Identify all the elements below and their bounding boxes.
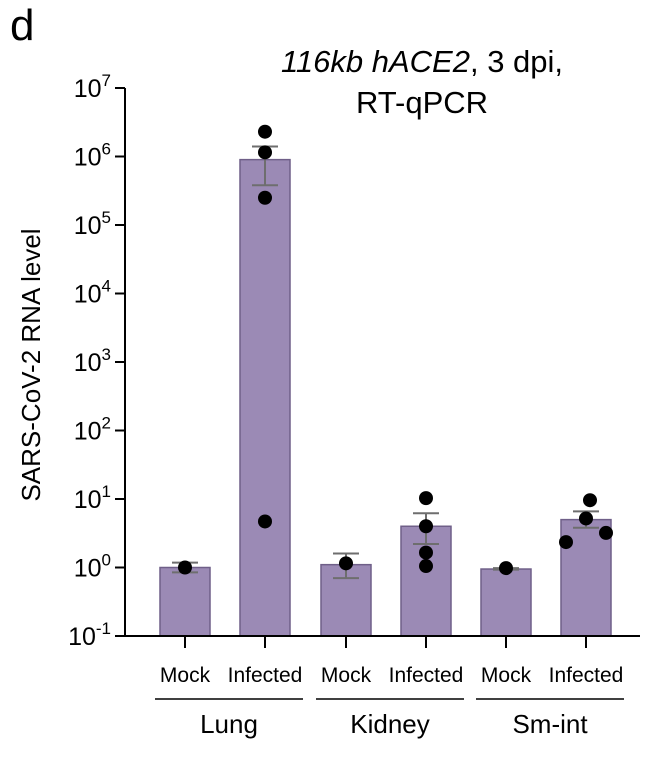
chart-title-line1: 116kb hACE2, 3 dpi, — [281, 44, 563, 79]
data-point — [419, 519, 433, 534]
x-category-label: Mock — [160, 664, 211, 687]
data-point — [339, 556, 353, 571]
y-tick-label: 107 — [74, 71, 111, 103]
x-category-label: Infected — [389, 664, 464, 687]
y-tick-label: 106 — [74, 140, 111, 172]
y-tick-base: 10 — [74, 418, 102, 446]
y-tick-label: 102 — [74, 414, 111, 446]
chart-title-line2: RT-qPCR — [356, 85, 488, 120]
data-point — [258, 124, 272, 139]
group-label: Kidney — [350, 709, 430, 739]
data-point — [258, 190, 272, 205]
y-tick-base: 10 — [74, 349, 102, 377]
y-tick-base: 10 — [68, 623, 96, 651]
x-category-label: Infected — [549, 664, 624, 687]
data-point — [583, 493, 597, 508]
y-tick-exponent: 6 — [102, 140, 111, 159]
y-tick-exponent: 5 — [102, 208, 111, 227]
y-tick-exponent: 0 — [102, 551, 111, 570]
data-point — [499, 561, 513, 576]
data-point — [258, 514, 272, 529]
data-point — [579, 511, 593, 526]
y-tick-label: 100 — [74, 551, 111, 583]
data-point — [599, 525, 613, 540]
y-tick-exponent: 4 — [102, 277, 111, 296]
panel-label: d — [10, 1, 34, 50]
y-tick-base: 10 — [74, 486, 102, 514]
chart-title-italic: 116kb hACE2 — [281, 44, 470, 79]
bar — [239, 158, 291, 637]
group-label: Sm-int — [512, 709, 588, 739]
group-label: Lung — [200, 709, 258, 739]
y-tick-label: 103 — [74, 345, 111, 377]
y-tick-base: 10 — [74, 212, 102, 240]
data-point — [419, 559, 433, 574]
y-tick-base: 10 — [74, 555, 102, 583]
y-tick-label: 104 — [74, 277, 111, 309]
y-tick-exponent: 3 — [102, 345, 111, 364]
bar — [480, 568, 532, 637]
y-tick-label: 105 — [74, 208, 111, 240]
data-point — [258, 145, 272, 160]
y-tick-label: 101 — [74, 482, 111, 514]
x-category-label: Mock — [321, 664, 372, 687]
data-point — [178, 560, 192, 575]
x-category-label: Infected — [228, 664, 303, 687]
bar — [159, 566, 211, 637]
y-tick-base: 10 — [74, 144, 102, 172]
data-point — [419, 491, 433, 506]
y-tick-base: 10 — [74, 281, 102, 309]
data-point — [559, 535, 573, 550]
y-tick-exponent: -1 — [96, 619, 111, 638]
y-tick-exponent: 1 — [102, 482, 111, 501]
y-axis-label: SARS-CoV-2 RNA level — [16, 228, 46, 501]
chart-title-rest: , 3 dpi, — [470, 44, 563, 79]
x-category-label: Mock — [481, 664, 532, 687]
y-tick-base: 10 — [74, 75, 102, 103]
y-tick-label: 10-1 — [68, 619, 111, 651]
y-tick-exponent: 2 — [102, 414, 111, 433]
data-point — [419, 545, 433, 560]
y-tick-exponent: 7 — [102, 71, 111, 90]
